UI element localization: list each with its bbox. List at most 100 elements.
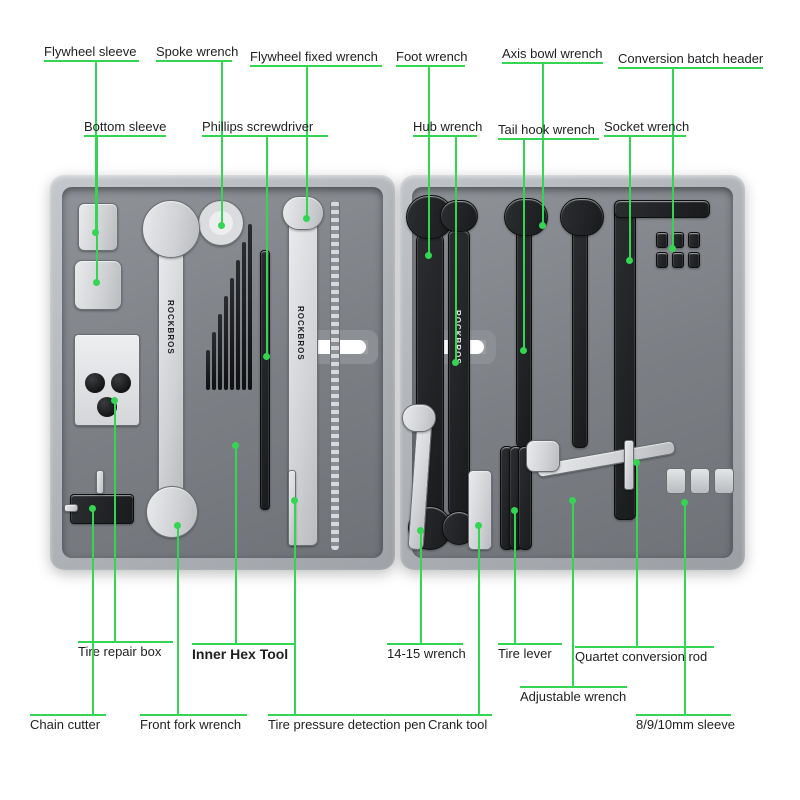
label-tire-repair-box: Tire repair box — [78, 645, 161, 658]
tool-headset-wrench-1-shaft — [572, 230, 588, 448]
tool-front-fork-wrench-head-top — [142, 200, 200, 258]
leader-dot-8-9-10-sleeve — [681, 499, 688, 506]
brand-text-fixedwrench: ROCKBROS — [296, 306, 305, 361]
leader-u-14-15-wrench — [387, 643, 463, 645]
tool-sleeve-2 — [714, 468, 734, 494]
leader-u-crank-tool — [428, 714, 492, 716]
leader-dot-tire-repair-box — [111, 397, 118, 404]
tool-flywheel-sleeve — [78, 203, 118, 251]
tool-quartet-rod — [624, 440, 634, 490]
leader-u-tail-hook-wrench — [498, 138, 599, 140]
leader-dot-inner-hex-tool — [232, 442, 239, 449]
leader-v-inner-hex-tool — [235, 445, 237, 643]
leader-dot-socket-wrench — [626, 257, 633, 264]
tool-bit-5 — [688, 252, 700, 268]
label-tail-hook-wrench: Tail hook wrench — [498, 123, 595, 136]
tool-flywheel-fixed-head — [282, 196, 324, 230]
leader-u-front-fork-wrench — [140, 714, 247, 716]
leader-dot-phillips-screwdriver — [263, 353, 270, 360]
leader-dot-front-fork-wrench — [174, 522, 181, 529]
tool-14-15-wrench-head — [402, 404, 436, 432]
leader-dot-hub-wrench — [452, 359, 459, 366]
tool-front-fork-wrench-head-bot — [146, 486, 198, 538]
tool-hex-key-3 — [224, 296, 228, 390]
leader-u-8-9-10-sleeve — [636, 714, 731, 716]
tool-bit-3 — [656, 252, 668, 268]
leader-dot-chain-cutter — [89, 505, 96, 512]
leader-u-axis-bowl-wrench — [502, 62, 603, 64]
leader-dot-tire-pressure-pen — [291, 497, 298, 504]
leader-dot-adjustable-wrench — [569, 497, 576, 504]
leader-v-bottom-sleeve — [96, 135, 98, 282]
leader-dot-foot-wrench — [425, 252, 432, 259]
label-socket-wrench: Socket wrench — [604, 120, 689, 133]
label-spoke-wrench: Spoke wrench — [156, 45, 238, 58]
tool-bit-0 — [656, 232, 668, 248]
tool-tire-repair-box — [74, 334, 140, 426]
leader-dot-axis-bowl-wrench — [539, 222, 546, 229]
tool-phillips-screwdriver — [260, 250, 270, 510]
leader-v-tire-pressure-pen — [294, 500, 296, 714]
tool-crank-tool — [468, 470, 492, 550]
label-8-9-10-sleeve: 8/9/10mm sleeve — [636, 718, 735, 731]
label-tire-pressure-pen: Tire pressure detection pen — [268, 718, 426, 731]
tool-hex-key-2 — [218, 314, 222, 390]
tool-hex-key-4 — [230, 278, 234, 390]
tool-hex-key-5 — [236, 260, 240, 390]
label-flywheel-fixed-wrench: Flywheel fixed wrench — [250, 50, 378, 63]
leader-v-flywheel-fixed-wrench — [306, 65, 308, 218]
leader-v-axis-bowl-wrench — [542, 62, 544, 225]
tire-patch-1 — [111, 373, 131, 393]
tool-chain — [330, 200, 340, 550]
label-conversion-batch-header: Conversion batch header — [618, 52, 763, 65]
tool-chain-cutter-body — [70, 494, 134, 524]
leader-u-chain-cutter — [30, 714, 106, 716]
leader-v-socket-wrench — [629, 135, 631, 260]
tool-adjustable-wrench-head — [526, 440, 560, 472]
leader-v-tire-repair-box — [114, 400, 116, 641]
leader-u-phillips-screwdriver — [202, 135, 328, 137]
label-front-fork-wrench: Front fork wrench — [140, 718, 241, 731]
leader-v-front-fork-wrench — [177, 525, 179, 714]
leader-v-crank-tool — [478, 525, 480, 714]
label-bottom-sleeve: Bottom sleeve — [84, 120, 166, 133]
leader-u-flywheel-fixed-wrench — [250, 65, 382, 67]
label-axis-bowl-wrench: Axis bowl wrench — [502, 47, 602, 60]
tool-headset-wrench-1-head — [560, 198, 604, 236]
leader-v-adjustable-wrench — [572, 500, 574, 686]
leader-u-tire-pressure-pen — [268, 714, 438, 716]
tool-hex-key-0 — [206, 350, 210, 390]
leader-dot-14-15-wrench — [417, 527, 424, 534]
leader-dot-quartet-conversion-rod — [633, 459, 640, 466]
leader-dot-spoke-wrench — [218, 222, 225, 229]
tool-chain-cutter-screw — [96, 470, 104, 494]
leader-u-conversion-batch-header — [618, 67, 763, 69]
tool-bit-2 — [688, 232, 700, 248]
leader-v-foot-wrench — [428, 65, 430, 255]
leader-v-phillips-screwdriver — [266, 135, 268, 356]
tool-hub-wrench-shaft — [448, 230, 470, 515]
tool-sleeve-0 — [666, 468, 686, 494]
label-inner-hex-tool: Inner Hex Tool — [192, 647, 288, 661]
label-14-15-wrench: 14-15 wrench — [387, 647, 466, 660]
leader-dot-crank-tool — [475, 522, 482, 529]
tire-patch-0 — [85, 373, 105, 393]
label-chain-cutter: Chain cutter — [30, 718, 100, 731]
leader-v-quartet-conversion-rod — [636, 462, 638, 646]
leader-v-spoke-wrench — [221, 60, 223, 225]
leader-u-adjustable-wrench — [520, 686, 627, 688]
label-adjustable-wrench: Adjustable wrench — [520, 690, 626, 703]
leader-v-hub-wrench — [455, 135, 457, 362]
leader-v-tail-hook-wrench — [523, 138, 525, 350]
leader-dot-tail-hook-wrench — [520, 347, 527, 354]
leader-u-hub-wrench — [413, 135, 477, 137]
leader-v-8-9-10-sleeve — [684, 502, 686, 714]
label-crank-tool: Crank tool — [428, 718, 487, 731]
label-foot-wrench: Foot wrench — [396, 50, 468, 63]
tool-bit-4 — [672, 252, 684, 268]
tool-hub-wrench-top — [440, 200, 478, 232]
tool-hex-key-1 — [212, 332, 216, 390]
leader-u-quartet-conversion-rod — [575, 646, 714, 648]
leader-dot-flywheel-fixed-wrench — [303, 215, 310, 222]
leader-dot-conversion-batch-header — [669, 245, 676, 252]
